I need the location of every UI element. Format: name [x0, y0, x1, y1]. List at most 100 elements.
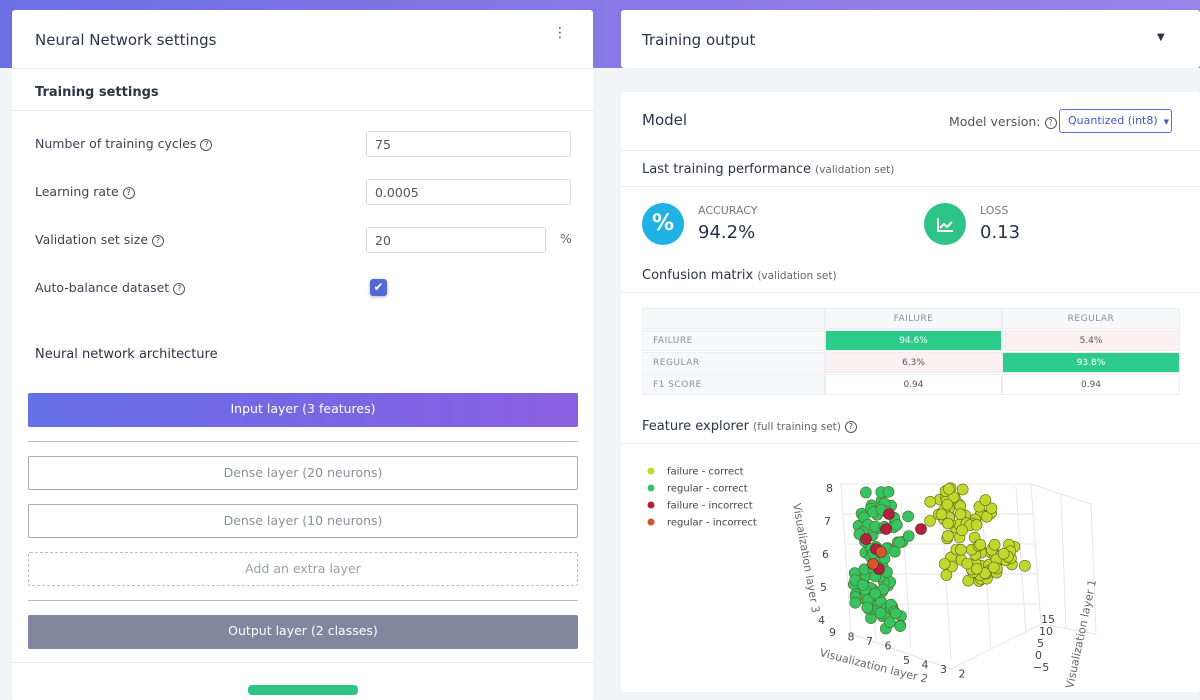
column-header: REGULAR [1002, 308, 1180, 329]
output-layer[interactable]: Output layer (2 classes) [28, 615, 578, 649]
scatter-point [956, 483, 969, 496]
row-header: FAILURE [642, 330, 825, 351]
text-input[interactable]: 20 [366, 227, 546, 253]
scatter-point [874, 607, 887, 619]
y-tick-label: 0 [1035, 649, 1042, 662]
collapse-caret[interactable]: ▼ [1157, 32, 1165, 43]
scatter-point [1019, 559, 1031, 572]
scatter-point [915, 523, 927, 535]
z-axis-title: Visualization layer 3 [790, 502, 822, 614]
divider [621, 292, 1200, 293]
metric-name: LOSS [980, 204, 1009, 217]
help-icon[interactable]: ? [122, 187, 135, 199]
legend-label: regular - incorrect [667, 518, 757, 529]
field-label-text: Validation set size [35, 232, 149, 247]
scatter-point [974, 538, 987, 551]
scatter-point [970, 562, 983, 575]
heading-text: Confusion matrix [642, 268, 754, 283]
matrix-cell: 0.94 [825, 374, 1002, 395]
dense-layer[interactable]: Dense layer (20 neurons) [28, 456, 578, 490]
heading-note: (full training set) [753, 421, 841, 433]
scatter-point [942, 517, 954, 530]
matrix-corner [642, 308, 825, 329]
text-input[interactable]: 0.0005 [366, 179, 571, 205]
x-tick-label: 9 [829, 626, 836, 639]
scatter-point [860, 486, 872, 499]
scatter-point [875, 546, 887, 558]
scatter-point [889, 545, 901, 558]
help-icon[interactable]: ? [173, 283, 186, 295]
scatter-point [961, 557, 974, 570]
divider [12, 110, 593, 111]
scatter-point [891, 519, 903, 531]
scatter-point [941, 498, 954, 511]
z-tick-label: 8 [826, 482, 833, 495]
scatter-point [988, 561, 1000, 574]
divider [28, 441, 578, 442]
legend-label: regular - correct [667, 484, 748, 495]
metric-value: 0.13 [980, 222, 1021, 243]
scatter-point [861, 601, 874, 614]
y-tick-label: 5 [1037, 637, 1044, 650]
section-heading: Feature explorer (full training set)? [642, 419, 857, 434]
scatter-point [985, 502, 998, 515]
model-title: Model [642, 111, 688, 129]
scatter-point [943, 483, 955, 495]
scatter-point [902, 510, 914, 523]
field-label: Number of training cycles? [35, 136, 213, 151]
scatter-point [869, 587, 882, 600]
matrix-cell: 93.8% [1002, 352, 1180, 373]
scatter-point [884, 616, 896, 629]
help-icon[interactable]: ? [1044, 117, 1057, 129]
checkbox[interactable]: ✔ [370, 279, 387, 296]
field-label-text: Auto-balance dataset [35, 280, 170, 295]
z-tick-label: 4 [818, 614, 825, 627]
scatter-point [882, 486, 895, 498]
legend-swatch [647, 484, 655, 492]
divider [28, 600, 578, 601]
add-layer[interactable]: Add an extra layer [28, 552, 578, 586]
legend-swatch [647, 518, 655, 526]
matrix-cell: 94.6% [825, 330, 1002, 351]
scatter-point [867, 558, 879, 570]
menu-icon[interactable]: ⋮ [553, 25, 567, 41]
scatter-point [940, 569, 953, 581]
help-icon[interactable]: ? [152, 235, 165, 247]
x-tick-label: 4 [922, 659, 929, 672]
version-select[interactable]: Quantized (int8) ▼ [1059, 109, 1172, 133]
scatter-point [956, 524, 968, 537]
field-label-text: Learning rate [35, 184, 119, 199]
heading-text: Last training performance [642, 162, 811, 177]
help-icon[interactable]: ? [844, 421, 857, 433]
loss-glyph [937, 218, 953, 232]
y-tick-label: 15 [1041, 613, 1055, 626]
scatter-point [880, 523, 892, 535]
x-tick-label: 2 [959, 668, 966, 681]
help-icon[interactable]: ? [200, 139, 213, 151]
input-layer[interactable]: Input layer (3 features) [28, 393, 578, 427]
matrix-cell: 0.94 [1002, 374, 1180, 395]
scatter-point [970, 519, 983, 531]
scatter-point [924, 515, 936, 527]
scatter-point [938, 558, 951, 570]
scatter-point [889, 607, 902, 620]
x-tick-label: 3 [940, 663, 947, 676]
heading-note: (validation set) [815, 164, 895, 176]
legend-swatch [647, 501, 655, 509]
legend-label: failure - correct [667, 467, 744, 478]
field-label: Auto-balance dataset? [35, 280, 186, 295]
start-button[interactable] [248, 685, 358, 695]
divider [621, 186, 1200, 187]
heading-note: (validation set) [757, 270, 837, 282]
caret: ▼ [1163, 118, 1170, 126]
scatter-point [979, 494, 992, 506]
x-tick-label: 6 [885, 640, 892, 653]
scatter-point [942, 530, 954, 542]
metric-name: ACCURACY [698, 204, 758, 217]
text-input[interactable]: 75 [366, 131, 571, 157]
legend-label: failure - incorrect [667, 501, 753, 512]
dense-layer[interactable]: Dense layer (10 neurons) [28, 504, 578, 538]
unit-label: % [560, 231, 572, 246]
divider [12, 662, 593, 663]
field-label: Learning rate? [35, 184, 135, 199]
